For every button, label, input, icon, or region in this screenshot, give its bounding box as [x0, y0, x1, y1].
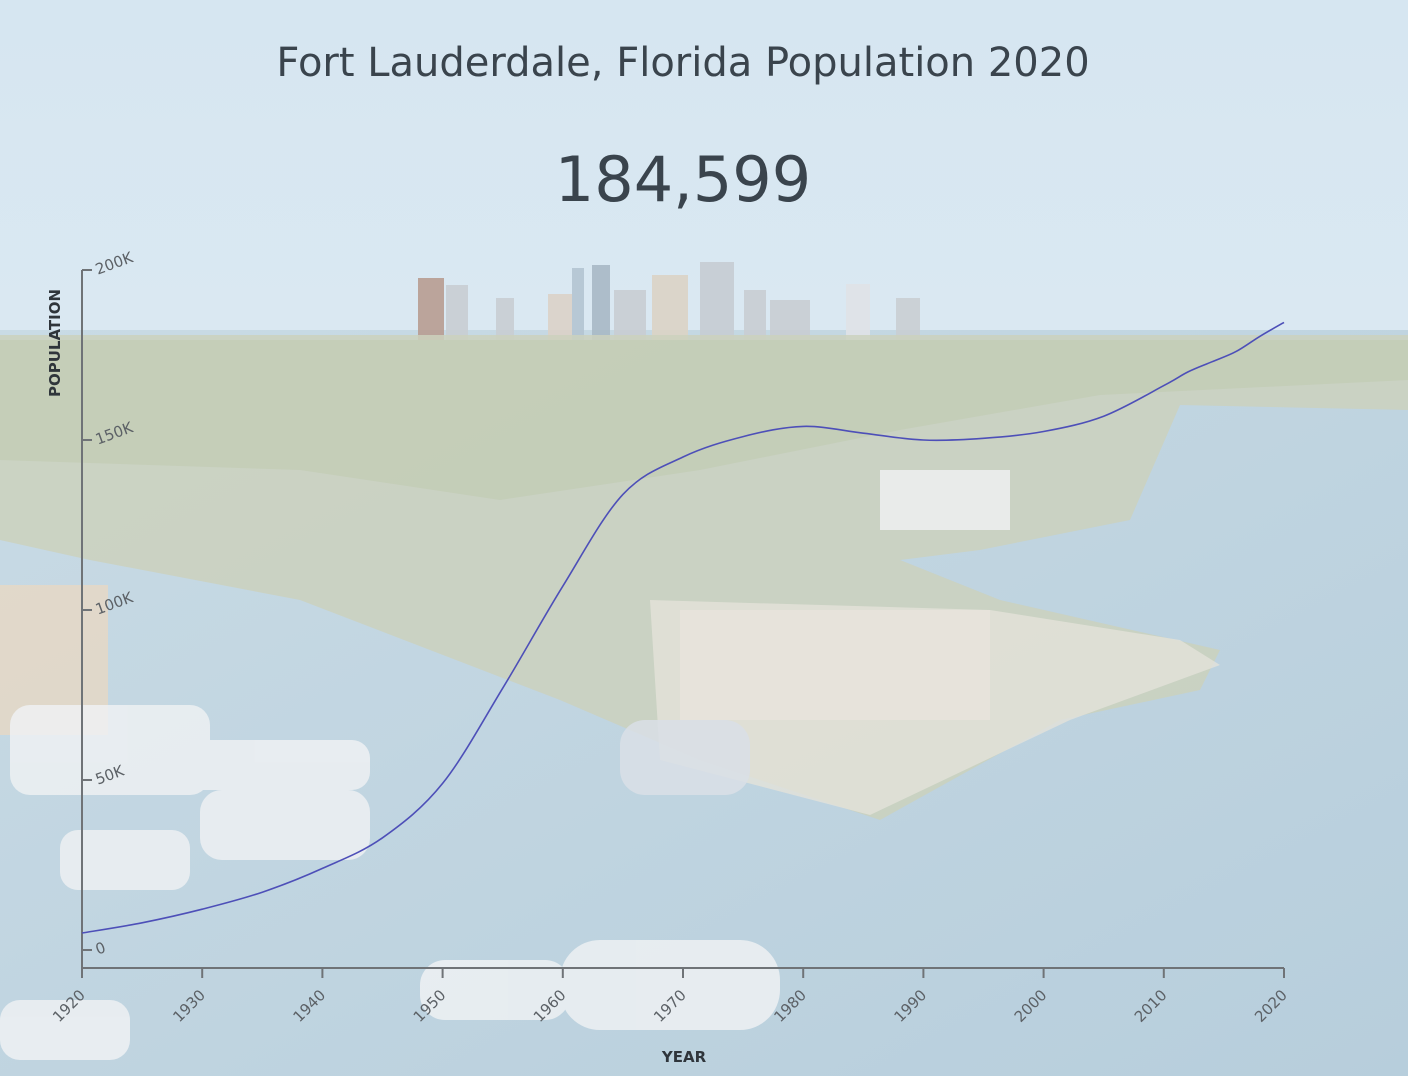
x-tick-label: 1940 [289, 986, 329, 1026]
x-tick-label: 2010 [1131, 986, 1171, 1026]
x-tick-label: 1980 [770, 986, 810, 1026]
x-tick-label: 2020 [1251, 986, 1291, 1026]
y-tick-label: 150K [93, 418, 136, 448]
series-layer [81, 321, 1285, 934]
y-tick-label: 50K [93, 761, 127, 788]
population-value: 184,599 [554, 143, 812, 216]
x-axis-label: YEAR [661, 1048, 707, 1066]
x-tick-label: 1970 [650, 986, 690, 1026]
y-tick-label: 0 [93, 938, 108, 958]
x-tick-label: 1950 [410, 986, 450, 1026]
y-axis-label: POPULATION [46, 289, 64, 397]
population-series-line [81, 321, 1285, 934]
y-tick-label: 100K [93, 588, 136, 618]
x-axis: 1920 1930 1940 1950 1960 1970 1980 1990 2000 2010… [49, 967, 1291, 1026]
x-tick-label: 1960 [530, 986, 570, 1026]
y-tick-label: 200K [93, 248, 136, 278]
x-tick-label: 2000 [1011, 986, 1051, 1026]
x-tick-label: 1990 [890, 986, 930, 1026]
y-axis: 0 50K 100K 150K 200K [81, 248, 136, 968]
x-tick-label: 1930 [169, 986, 209, 1026]
chart-title: Fort Lauderdale, Florida Population 2020 [276, 40, 1090, 86]
x-tick-label: 1920 [49, 986, 89, 1026]
